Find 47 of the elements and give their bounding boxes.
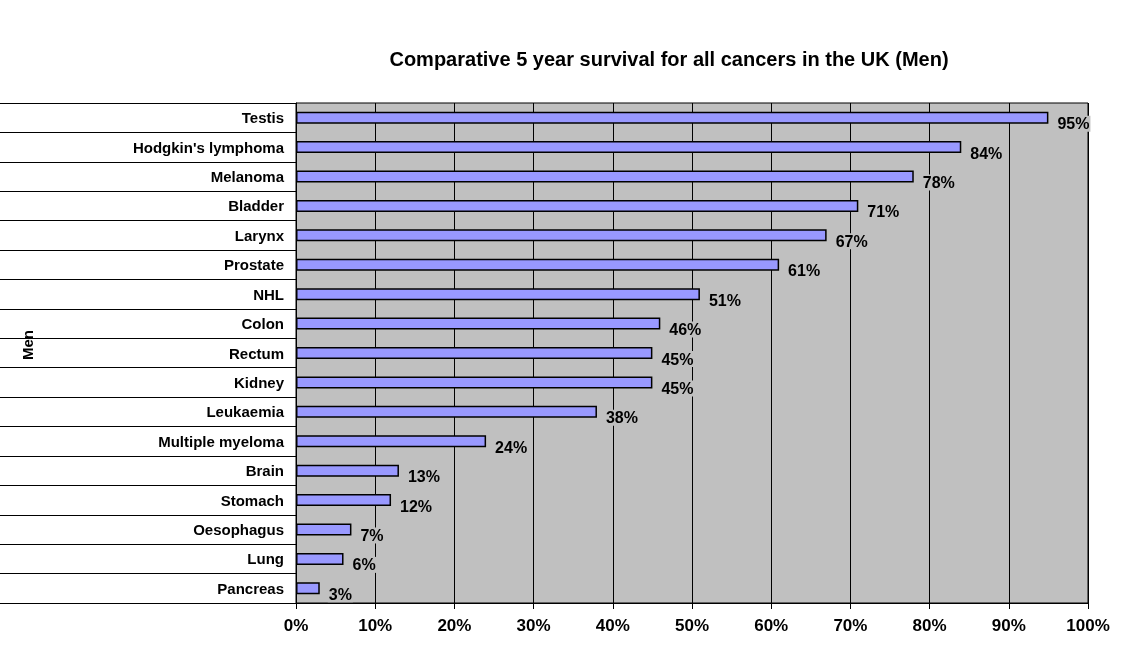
data-label: 13%: [407, 468, 440, 486]
x-tick-label: 70%: [833, 616, 868, 635]
data-label: 38%: [605, 409, 638, 427]
data-label: 12%: [400, 497, 433, 515]
y-tick-label: Stomach: [220, 491, 284, 509]
y-tick-label: Prostate: [223, 256, 284, 274]
x-tick-label: 20%: [437, 616, 472, 635]
y-tick-label: Larynx: [234, 226, 285, 244]
data-label: 24%: [495, 438, 528, 456]
y-tick-label: Kidney: [233, 373, 285, 391]
x-tick-label: 40%: [595, 616, 630, 635]
data-label: 67%: [835, 232, 868, 250]
text: Men: [19, 330, 36, 360]
data-label: 51%: [708, 291, 741, 309]
x-tick-label: 100%: [1066, 616, 1110, 635]
x-tick-label: 90%: [991, 616, 1026, 635]
y-tick-label: NHL: [253, 285, 284, 303]
y-tick-label: Melanoma: [210, 168, 285, 186]
y-tick-label: Multiple myeloma: [158, 432, 285, 450]
x-tick-label: 10%: [358, 616, 393, 635]
x-tick-label: 80%: [912, 616, 947, 635]
y-tick-label: Oesophagus: [193, 520, 284, 538]
data-label: 3%: [328, 585, 352, 603]
y-tick-label: Hodgkin's lymphoma: [132, 138, 285, 156]
x-tick-label: 60%: [754, 616, 789, 635]
y-tick-label: Rectum: [228, 344, 284, 362]
y-tick-label: Lung: [247, 550, 284, 568]
data-label: 6%: [352, 556, 376, 574]
data-label: 45%: [661, 350, 694, 368]
data-label: 78%: [922, 174, 955, 192]
y-tick-label: Brain: [245, 462, 284, 480]
data-label: 61%: [788, 262, 821, 280]
data-label: 46%: [669, 321, 702, 339]
y-tick-label: Testis: [241, 109, 284, 127]
x-tick-label: 30%: [516, 616, 551, 635]
data-label: 45%: [661, 379, 694, 397]
y-tick-label: Colon: [241, 315, 284, 333]
chart-title: Comparative 5 year survival for all cancers in the UK (Men): [389, 48, 949, 70]
data-label: 71%: [867, 203, 900, 221]
data-label: 7%: [360, 526, 384, 544]
y-tick-label: Pancreas: [217, 579, 284, 597]
y-tick-label: Bladder: [228, 197, 285, 215]
data-label: 84%: [970, 144, 1003, 162]
y-tick-label: Leukaemia: [206, 403, 285, 421]
x-tick-label: 0%: [283, 616, 309, 635]
x-tick-label: 50%: [674, 616, 710, 635]
data-label: 95%: [1057, 115, 1090, 133]
